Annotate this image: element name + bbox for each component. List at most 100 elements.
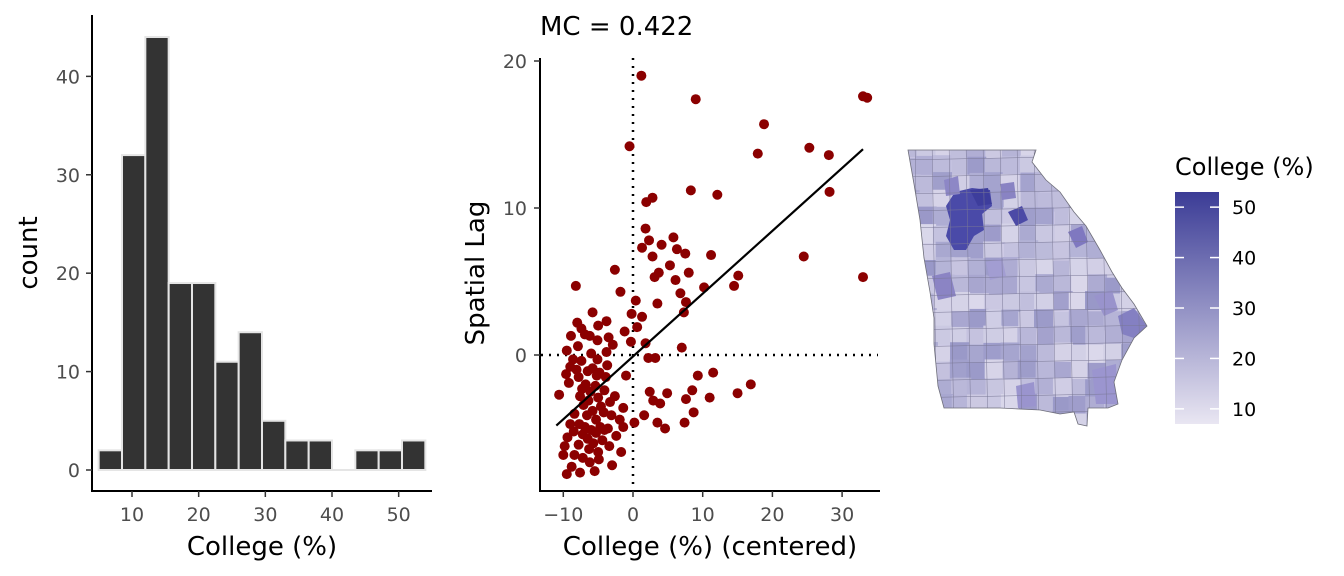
scatter-point [575, 391, 586, 402]
county [1137, 157, 1147, 177]
legend-ticks: 10 20 30 40 50 [1175, 197, 1256, 421]
county [1102, 192, 1122, 212]
county [1035, 274, 1055, 294]
scatter-point [593, 392, 604, 403]
county-border [948, 150, 955, 426]
county [908, 277, 919, 297]
legend-tick-label: 40 [1232, 248, 1256, 270]
scatter-x-ticks: −10 0 10 20 30 [543, 491, 854, 526]
county [983, 241, 1003, 261]
histogram-bar [191, 282, 217, 472]
scatter-point [675, 288, 686, 299]
county [950, 150, 970, 161]
county [1085, 325, 1105, 345]
county [916, 243, 936, 263]
scatter-point [601, 347, 612, 358]
scatter-point [626, 308, 637, 319]
scatter-point [592, 354, 603, 365]
county [1122, 412, 1142, 426]
county [1070, 325, 1090, 345]
county [1034, 293, 1054, 313]
scatter-point [632, 322, 643, 333]
county [935, 150, 955, 160]
county [1035, 150, 1055, 161]
county [1103, 241, 1123, 261]
scatter-point [609, 264, 620, 275]
scatter-point [706, 250, 717, 261]
scatter-point [573, 439, 584, 450]
county [967, 156, 987, 176]
county [1001, 309, 1021, 329]
county-border [900, 138, 1160, 143]
county [1068, 395, 1088, 415]
county [1102, 410, 1122, 426]
scatter-point [587, 307, 598, 318]
histogram-bars [97, 36, 427, 472]
histogram-y-tick-label: 10 [56, 362, 80, 384]
county [1019, 240, 1039, 260]
histogram-y-axis-title: count [14, 216, 44, 289]
county-border [965, 150, 972, 426]
scatter-point [575, 467, 586, 478]
legend-tick-label: 20 [1232, 348, 1256, 370]
county [1002, 360, 1022, 380]
county [1137, 343, 1147, 363]
county [916, 393, 936, 413]
county [968, 274, 988, 294]
scatter-title: MC = 0.422 [540, 12, 693, 42]
county [1000, 275, 1020, 295]
county [908, 344, 921, 364]
county-border [898, 140, 903, 440]
county-border [1050, 150, 1057, 426]
histogram-x-tick-label: 30 [253, 504, 277, 526]
county [1120, 208, 1140, 228]
county [1002, 293, 1022, 313]
histogram-y-ticks: 0 10 20 30 40 [56, 66, 92, 482]
county-border [908, 324, 1147, 331]
county [935, 241, 955, 261]
scatter-point [804, 142, 815, 153]
scatter-point [637, 311, 648, 322]
scatter-point [752, 148, 763, 159]
county [1121, 240, 1141, 260]
county-border [1033, 150, 1040, 426]
scatter-point [670, 275, 681, 286]
county [1019, 155, 1039, 175]
scatter-x-tick-label: 10 [691, 504, 715, 526]
scatter-point [624, 141, 635, 152]
scatter-point [656, 239, 667, 250]
scatter-point [563, 377, 574, 388]
county [933, 310, 953, 330]
scatter-y-axis-title: Spatial Lag [461, 201, 491, 346]
county [983, 208, 1003, 228]
county [1121, 430, 1140, 449]
county [985, 378, 1005, 398]
county [1069, 257, 1089, 277]
county-mid-1 [1068, 226, 1088, 248]
county-border [908, 409, 1147, 416]
county [1139, 150, 1147, 158]
county [932, 155, 952, 175]
scatter-point [649, 272, 660, 283]
county-border [1153, 140, 1158, 440]
scatter-point [591, 414, 602, 425]
county [1035, 377, 1055, 397]
scatter-point [733, 270, 744, 281]
county [915, 362, 935, 382]
scatter-x-tick-label: 30 [830, 504, 854, 526]
county [932, 225, 952, 245]
county [1068, 242, 1088, 262]
scatter-point [599, 385, 610, 396]
scatter-point [593, 320, 604, 331]
county [1121, 190, 1141, 210]
scatter-point [604, 397, 615, 408]
county [908, 326, 919, 346]
scatter-point [687, 385, 698, 396]
county [1103, 311, 1123, 331]
scatter-point [603, 332, 614, 343]
scatter-point [640, 223, 651, 234]
histogram-bar [237, 331, 264, 471]
county [918, 378, 938, 398]
county-border [982, 150, 989, 426]
county [1088, 428, 1107, 447]
